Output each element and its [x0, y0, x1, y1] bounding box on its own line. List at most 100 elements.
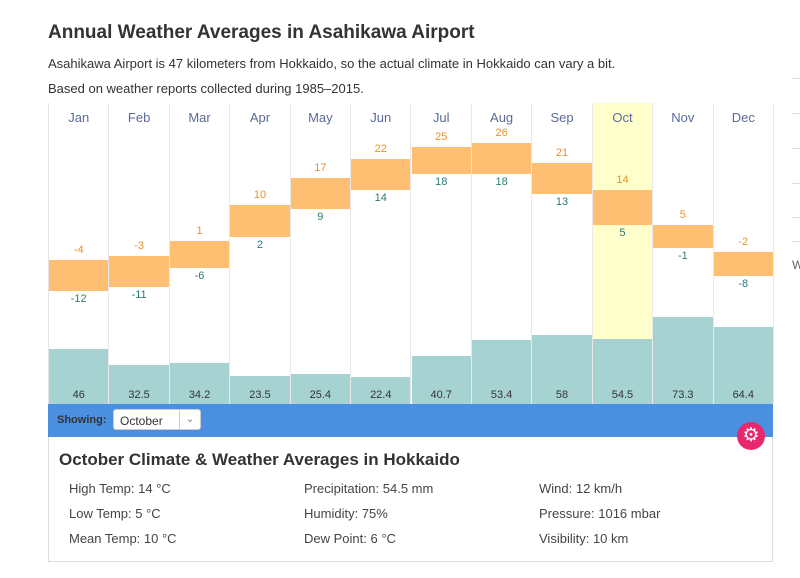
temp-range-bar — [109, 256, 169, 288]
low-temp-label: -12 — [70, 293, 87, 306]
low-temp-label: 5 — [619, 226, 626, 239]
month-column[interactable]: Jan 46 -4 -12 — [49, 103, 110, 404]
showing-label: Showing: — [57, 414, 107, 426]
detail-item: High Temp: 14 °C — [69, 481, 171, 496]
chevron-down-icon: ⌄ — [179, 410, 200, 429]
low-temp-label: 18 — [435, 176, 448, 189]
month-label: Aug — [490, 110, 514, 125]
month-column[interactable]: May 25.4 17 9 — [290, 103, 352, 404]
high-temp-label: 14 — [616, 173, 629, 186]
month-column[interactable]: Jun 22.4 22 14 — [351, 103, 412, 404]
month-column[interactable]: Apr 23.5 10 2 — [230, 103, 291, 404]
weather-chart: Jan 46 -4 -12 Feb 32.5 -3 -11 Mar 34.2 1 -… — [48, 103, 774, 404]
detail-item: Visibility: 10 km — [539, 531, 629, 546]
precip-label: 53.4 — [490, 389, 513, 401]
subtitle: Asahikawa Airport is 47 kilometers from … — [48, 56, 616, 71]
temp-range-bar — [290, 178, 351, 210]
month-label: Nov — [671, 110, 695, 125]
low-temp-label: 13 — [555, 195, 569, 208]
month-column[interactable]: Mar 34.2 1 -6 — [169, 103, 231, 404]
month-label: Jun — [370, 110, 392, 125]
precip-bar — [49, 349, 109, 404]
month-label: Dec — [731, 110, 755, 125]
temp-range-bar — [592, 189, 653, 225]
precip-bar — [592, 339, 653, 404]
detail-item: Humidity: 75% — [304, 506, 388, 521]
precip-label: 32.5 — [128, 389, 150, 401]
precip-label: 46 — [72, 389, 85, 401]
precip-label: 54.5 — [611, 389, 634, 401]
precip-label: 58 — [555, 389, 569, 401]
month-selector-bar: Showing: October ⌄ — [48, 404, 773, 437]
edge-divider — [792, 148, 800, 149]
temp-range-bar — [471, 143, 532, 175]
precip-bar — [713, 327, 773, 404]
high-temp-label: 25 — [435, 130, 448, 143]
detail-item: Precipitation: 54.5 mm — [304, 481, 434, 496]
temp-range-bar — [169, 240, 230, 268]
month-column[interactable]: Aug 53.4 26 18 — [471, 103, 533, 404]
temp-range-bar — [49, 260, 109, 292]
high-temp-label: 22 — [374, 142, 387, 155]
precip-bar — [169, 363, 230, 404]
month-label: Oct — [612, 110, 633, 125]
month-select[interactable]: October ⌄ — [113, 409, 201, 430]
detail-item: Low Temp: 5 °C — [69, 506, 161, 521]
high-temp-label: 1 — [196, 224, 203, 237]
edge-divider — [792, 113, 800, 114]
high-temp-label: 5 — [679, 208, 686, 221]
precip-bar — [109, 365, 169, 404]
high-temp-label: 26 — [495, 127, 508, 139]
precip-label: 34.2 — [188, 389, 211, 401]
precip-label: 40.7 — [430, 389, 452, 401]
precip-bar — [230, 376, 290, 404]
high-temp-label: 10 — [253, 189, 267, 202]
low-temp-label: 14 — [374, 191, 387, 204]
details-title: October Climate & Weather Averages in Ho… — [59, 450, 460, 469]
source-note: Based on weather reports collected durin… — [48, 81, 364, 96]
low-temp-label: 2 — [256, 238, 264, 251]
month-column[interactable]: Jul 40.7 25 18 — [411, 103, 472, 404]
low-temp-label: 9 — [317, 211, 324, 224]
precip-bar — [351, 377, 411, 404]
edge-text: W — [792, 258, 800, 272]
precip-label: 23.5 — [249, 389, 271, 401]
gear-icon[interactable]: ⚙ — [737, 422, 765, 450]
high-temp-label: -4 — [73, 244, 84, 256]
edge-divider — [792, 241, 800, 242]
precip-label: 73.3 — [672, 389, 694, 401]
detail-item: Wind: 12 km/h — [539, 481, 623, 496]
low-temp-label: -8 — [738, 277, 749, 290]
high-temp-label: 21 — [555, 146, 569, 159]
detail-item: Dew Point: 6 °C — [304, 531, 396, 546]
month-column[interactable]: Feb 32.5 -3 -11 — [109, 103, 170, 404]
month-label: May — [308, 110, 333, 125]
month-column[interactable]: Sep 58 21 13 — [532, 103, 593, 404]
edge-divider — [792, 78, 800, 79]
month-label: Sep — [550, 110, 574, 125]
high-temp-label: -3 — [134, 240, 144, 253]
precip-bar — [290, 373, 351, 404]
temp-range-bar — [653, 224, 713, 249]
low-temp-label: -1 — [677, 250, 688, 263]
month-column[interactable]: Nov 73.3 5 -1 — [653, 103, 714, 404]
precip-bar — [471, 340, 532, 404]
temp-range-bar — [532, 162, 592, 194]
month-label: Jan — [68, 110, 90, 125]
page-title: Annual Weather Averages in Asahikawa Air… — [48, 22, 475, 43]
month-label: Feb — [127, 110, 151, 125]
edge-divider — [792, 217, 800, 218]
details-panel: October Climate & Weather Averages in Ho… — [48, 437, 773, 562]
edge-divider — [792, 183, 800, 184]
detail-item: Pressure: 1016 mbar — [539, 506, 661, 521]
month-column[interactable]: Oct 54.5 14 5 — [592, 103, 654, 404]
month-column[interactable]: Dec 64.4 -2 -8 — [713, 103, 774, 404]
month-label: Mar — [188, 110, 211, 125]
low-temp-label: -11 — [131, 289, 147, 302]
low-temp-label: 18 — [495, 176, 508, 189]
high-temp-label: 17 — [314, 162, 327, 175]
precip-label: 25.4 — [309, 389, 332, 401]
month-label: Apr — [249, 110, 271, 125]
high-temp-label: -2 — [738, 236, 749, 249]
temp-range-bar — [713, 252, 773, 276]
